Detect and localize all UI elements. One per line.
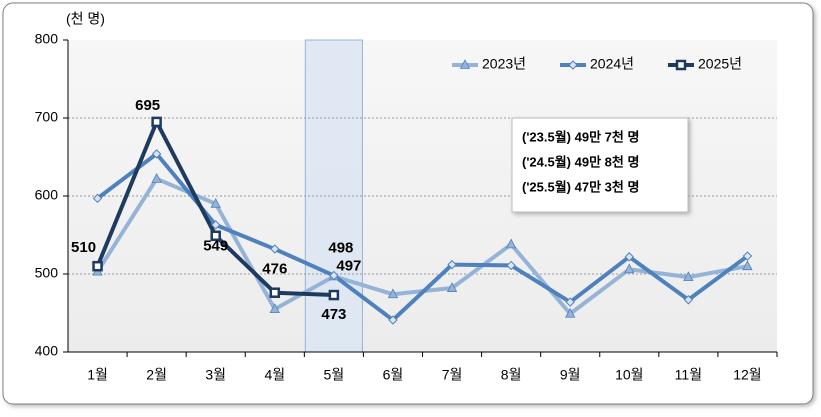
y-tick-label: 800 xyxy=(35,31,59,47)
x-tick-label: 3월 xyxy=(205,367,226,383)
data-label: 497 xyxy=(336,257,361,274)
marker xyxy=(269,287,281,298)
x-tick-label: 1월 xyxy=(87,367,108,383)
x-tick-label: 5월 xyxy=(324,367,345,383)
annotation: ('23.5월) 49만 7천 명 xyxy=(522,129,639,144)
marker xyxy=(742,251,753,261)
y-axis-label: (천 명) xyxy=(66,11,105,27)
marker xyxy=(742,260,753,271)
marker xyxy=(388,315,398,325)
marker xyxy=(151,116,162,128)
marker xyxy=(568,60,578,70)
marker xyxy=(210,197,221,208)
x-tick-label: 2월 xyxy=(146,367,167,383)
legend-label: 2023년 xyxy=(482,56,526,72)
data-label: 510 xyxy=(71,239,96,256)
marker xyxy=(565,297,575,307)
marker xyxy=(387,288,399,299)
marker xyxy=(92,260,103,272)
marker xyxy=(505,238,517,249)
x-tick-label: 8월 xyxy=(501,367,522,383)
x-tick-label: 9월 xyxy=(560,367,581,383)
annotation: ('25.5월) 47만 3천 명 xyxy=(522,179,639,194)
y-tick-label: 700 xyxy=(35,109,59,125)
y-tick-label: 500 xyxy=(35,265,59,281)
marker xyxy=(211,220,221,230)
x-tick-label: 11월 xyxy=(675,367,702,383)
y-tick-label: 600 xyxy=(35,187,59,203)
legend-label: 2024년 xyxy=(590,56,634,72)
marker xyxy=(210,230,221,242)
marker xyxy=(446,282,458,292)
marker xyxy=(447,259,457,270)
marker xyxy=(328,289,340,301)
marker xyxy=(565,307,576,318)
x-tick-label: 12월 xyxy=(733,367,761,383)
marker xyxy=(624,252,634,262)
data-label: 549 xyxy=(203,238,228,255)
marker xyxy=(151,172,162,183)
marker xyxy=(270,244,280,254)
marker xyxy=(506,260,516,271)
marker xyxy=(329,270,339,281)
y-tick-label: 400 xyxy=(35,343,59,359)
marker xyxy=(269,303,280,313)
data-label: 476 xyxy=(262,261,287,278)
marker xyxy=(459,59,471,69)
data-label: 498 xyxy=(328,240,353,257)
x-tick-label: 7월 xyxy=(442,367,463,383)
marker xyxy=(92,193,103,204)
annotation-box xyxy=(511,117,689,213)
x-tick-label: 4월 xyxy=(264,367,285,383)
data-label: 473 xyxy=(321,306,346,323)
marker xyxy=(675,59,687,71)
x-tick-label: 6월 xyxy=(383,367,404,383)
marker xyxy=(151,149,162,159)
x-tick-label: 10월 xyxy=(615,367,643,383)
legend-label: 2025년 xyxy=(698,56,742,72)
marker xyxy=(683,271,694,282)
marker xyxy=(683,295,694,305)
marker xyxy=(624,263,635,274)
data-label: 695 xyxy=(135,97,160,114)
annotation: ('24.5월) 49만 8천 명 xyxy=(522,154,639,169)
